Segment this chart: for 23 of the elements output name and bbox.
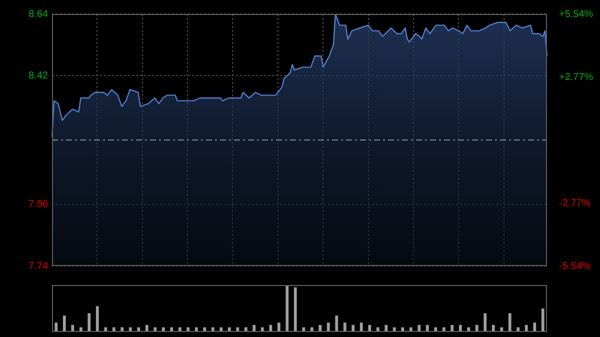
bar bbox=[533, 322, 536, 332]
bar bbox=[294, 287, 297, 332]
y-tick-label: 8.42 bbox=[28, 70, 48, 82]
y2-tick-label: -2.77% bbox=[559, 198, 591, 209]
bar bbox=[88, 313, 91, 332]
y2-tick-label: +5.54% bbox=[559, 8, 594, 20]
bar bbox=[541, 308, 544, 332]
y2-tick-label: +2.77% bbox=[559, 72, 594, 83]
bar bbox=[360, 322, 363, 332]
bar bbox=[343, 322, 346, 332]
bar bbox=[54, 322, 58, 332]
bar bbox=[484, 313, 487, 332]
y-tick-label: 7.74 bbox=[28, 260, 48, 272]
bar bbox=[326, 322, 330, 332]
bar bbox=[508, 313, 512, 332]
bar bbox=[277, 322, 280, 332]
y2-tick-label: -5.54% bbox=[559, 260, 591, 272]
bar bbox=[96, 306, 99, 332]
bar bbox=[286, 285, 289, 332]
bar bbox=[335, 316, 338, 332]
y-tick-label: 7.96 bbox=[28, 199, 48, 210]
bar bbox=[62, 316, 66, 332]
y-tick-label: 8.64 bbox=[28, 8, 48, 20]
